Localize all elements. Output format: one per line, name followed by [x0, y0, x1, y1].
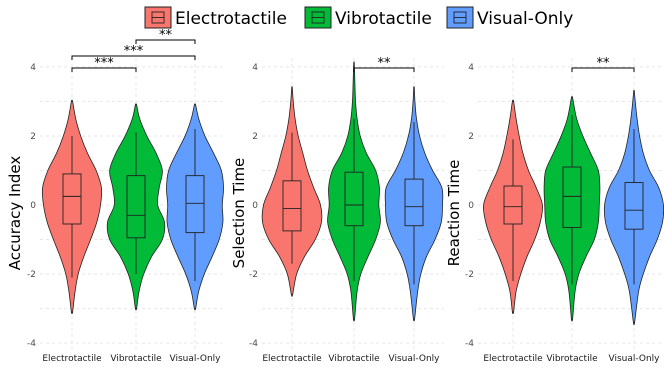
y-axis-label: Accuracy Index: [6, 156, 24, 271]
significance-label: ***: [124, 44, 144, 59]
iqr-box: [185, 175, 205, 234]
iqr-box: [624, 182, 644, 230]
x-tick-label: Electrotactile: [483, 354, 543, 364]
violin-vibrotactile: [543, 96, 601, 322]
panel-accuracy-index: 4 2 0 -2 -4 Accuracy Index Electrotactile Vibro…: [6, 28, 224, 364]
bracket-line: [71, 55, 196, 60]
x-tick-label: Visual-Only: [609, 354, 661, 364]
y-axis-label: Reaction Time: [445, 160, 463, 267]
iqr-box: [62, 173, 82, 225]
significance-label: **: [378, 56, 392, 71]
panel-selection-time: 4 2 0 -2 -4 Selection Time Electrotactile Vibro…: [230, 56, 444, 364]
legend-label: Visual-Only: [477, 9, 573, 29]
y-tick-label: -4: [249, 339, 258, 349]
y-tick-label: 0: [30, 201, 36, 211]
significance-bracket: **: [135, 28, 196, 44]
legend: Electrotactile Vibrotactile Visual-Only: [144, 6, 573, 29]
significance-label: ***: [94, 56, 114, 71]
legend-item-visual-only: Visual-Only: [446, 6, 573, 29]
y-tick-label: 0: [468, 201, 474, 211]
violin-body: [41, 99, 103, 314]
y-tick-label: 2: [468, 132, 474, 142]
violin-visual-only: [603, 89, 664, 326]
iqr-box: [404, 178, 424, 227]
x-tick-label: Electrotactile: [42, 354, 102, 364]
violin-body: [603, 89, 664, 326]
bracket-line: [353, 67, 415, 72]
bracket-line: [135, 39, 196, 44]
violin-body: [166, 103, 224, 311]
violin-body: [384, 86, 444, 322]
violin-visual-only: [166, 103, 224, 311]
panel-reaction-time: 4 2 0 -2 -4 Reaction Time Electrotactile Vibrot…: [445, 56, 664, 364]
significance-bracket: ***: [71, 56, 137, 72]
violin-body: [327, 61, 381, 322]
x-tick-label: Vibrotactile: [328, 354, 380, 364]
y-tick-label: -2: [465, 270, 474, 280]
violin-electrotactile: [41, 99, 103, 314]
x-tick-label: Visual-Only: [170, 354, 222, 364]
y-tick-label: 2: [30, 132, 36, 142]
x-tick-label: Vibrotactile: [110, 354, 162, 364]
violin-vibrotactile: [106, 103, 166, 311]
y-tick-label: 2: [252, 132, 258, 142]
x-tick-label: Vibrotactile: [546, 354, 598, 364]
violin-visual-only: [384, 86, 444, 322]
y-tick-label: -2: [27, 270, 36, 280]
significance-label: **: [159, 28, 173, 43]
legend-item-electrotactile: Electrotactile: [144, 6, 287, 29]
iqr-box: [562, 166, 582, 228]
violin-body: [106, 103, 166, 311]
y-tick-label: 4: [252, 63, 258, 73]
bracket-line: [571, 67, 635, 72]
y-tick-label: -2: [249, 270, 258, 280]
bracket-line: [71, 67, 137, 72]
x-tick-label: Electrotactile: [262, 354, 322, 364]
violin-body: [261, 86, 323, 297]
y-tick-label: 0: [252, 201, 258, 211]
y-tick-label: 4: [30, 63, 36, 73]
legend-item-vibrotactile: Vibrotactile: [304, 6, 432, 29]
iqr-box: [503, 185, 523, 225]
significance-bracket: **: [571, 56, 635, 72]
significance-label: **: [597, 56, 611, 71]
iqr-box: [282, 180, 302, 232]
iqr-box: [344, 171, 364, 227]
significance-bracket: **: [353, 56, 415, 72]
legend-label: Electrotactile: [175, 9, 287, 29]
y-tick-label: -4: [27, 339, 36, 349]
y-tick-label: 4: [468, 63, 474, 73]
violin-body: [543, 96, 601, 322]
y-axis-label: Selection Time: [230, 158, 248, 269]
violin-electrotactile: [261, 86, 323, 297]
violin-vibrotactile: [327, 61, 381, 322]
x-tick-label: Visual-Only: [389, 354, 441, 364]
legend-label: Vibrotactile: [335, 9, 432, 29]
y-tick-label: -4: [465, 339, 474, 349]
iqr-box: [126, 175, 146, 239]
significance-bracket: ***: [71, 44, 196, 60]
violin-electrotactile: [482, 99, 544, 314]
